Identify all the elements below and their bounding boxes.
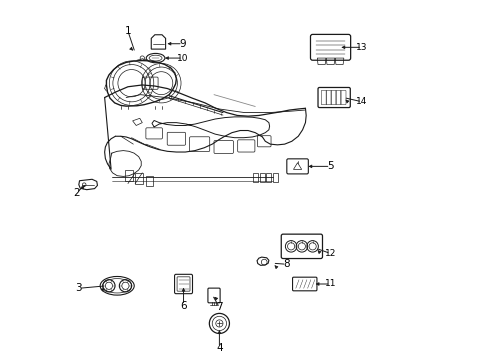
Text: 8: 8 <box>283 259 289 269</box>
Text: 9: 9 <box>179 39 186 49</box>
Text: 6: 6 <box>180 301 186 311</box>
Text: 14: 14 <box>356 97 367 106</box>
Text: 12: 12 <box>324 249 336 258</box>
Text: 2: 2 <box>73 188 80 198</box>
Text: 10: 10 <box>177 54 188 63</box>
Text: 4: 4 <box>216 343 222 353</box>
Text: 3: 3 <box>75 283 82 293</box>
Text: 7: 7 <box>216 302 222 312</box>
Text: 11: 11 <box>324 279 336 288</box>
Text: 13: 13 <box>356 43 367 52</box>
Text: 1: 1 <box>124 26 131 36</box>
Text: 5: 5 <box>326 161 333 171</box>
